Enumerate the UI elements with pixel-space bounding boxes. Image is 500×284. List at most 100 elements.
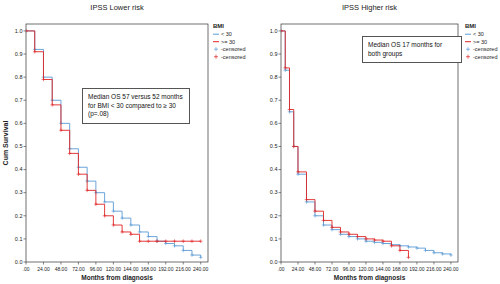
y-tick-label: 0.0 — [270, 259, 278, 265]
x-tick — [314, 262, 315, 265]
censor-mark — [112, 223, 116, 227]
censor-mark — [190, 253, 194, 257]
y-tick-label: 0.9 — [15, 51, 23, 57]
y-tick — [24, 262, 27, 263]
censor-mark — [432, 251, 436, 255]
legend-label: -censored — [473, 54, 497, 60]
x-tick — [60, 262, 61, 265]
x-tick — [348, 262, 349, 265]
annotation-box: Median OS 57 versus 52 months for BMI < … — [82, 88, 190, 124]
x-tick-label: 24.00 — [37, 266, 50, 272]
x-tick — [365, 262, 366, 265]
censor-mark — [424, 249, 428, 253]
censor-mark — [138, 239, 142, 243]
censor-mark — [288, 108, 292, 112]
y-tick-label: 0.4 — [270, 166, 278, 172]
censor-mark — [199, 239, 203, 243]
censor-mark — [26, 29, 28, 33]
legend-label: >= 30 — [221, 39, 235, 45]
x-tick-label: 144.00 — [123, 266, 139, 272]
y-tick — [279, 262, 282, 263]
x-tick — [281, 262, 282, 265]
x-axis-label: Months from diagnosis — [334, 274, 406, 282]
x-tick-label: 168.00 — [141, 266, 157, 272]
legend-label: < 30 — [221, 31, 232, 37]
censor-mark — [68, 152, 72, 156]
x-tick-label: 120.00 — [106, 266, 122, 272]
censor-mark — [85, 189, 89, 193]
y-tick — [279, 123, 282, 124]
y-tick — [24, 100, 27, 101]
censor-mark — [181, 239, 185, 243]
censor-mark — [77, 172, 81, 176]
x-tick — [399, 262, 400, 265]
censor-mark — [313, 214, 317, 218]
x-tick-label: 192.00 — [409, 266, 425, 272]
x-tick-label: 48.00 — [55, 266, 68, 272]
censor-mark — [390, 244, 394, 248]
x-tick — [331, 262, 332, 265]
censor-mark — [292, 145, 296, 149]
censor-mark — [356, 235, 360, 239]
legend-swatch — [213, 34, 219, 35]
y-tick — [24, 77, 27, 78]
y-tick — [24, 169, 27, 170]
y-tick-label: 0.9 — [270, 51, 278, 57]
censor-mark — [330, 226, 334, 230]
y-tick-label: 0.6 — [15, 120, 23, 126]
censor-mark — [190, 239, 194, 243]
y-tick — [279, 169, 282, 170]
x-tick — [200, 262, 201, 265]
censor-mark — [147, 235, 151, 239]
chart-title: IPSS Higher risk — [342, 3, 397, 12]
censor-mark — [129, 223, 133, 227]
y-tick — [279, 146, 282, 147]
censor-mark — [94, 202, 98, 206]
x-tick-label: 96.00 — [343, 266, 356, 272]
y-axis-label: Cum Survival — [2, 121, 9, 166]
survival-curve — [281, 31, 451, 255]
x-tick-label: 240.00 — [443, 266, 459, 272]
x-tick — [450, 262, 451, 265]
y-tick-label: 0.3 — [15, 189, 23, 195]
x-tick — [95, 262, 96, 265]
x-tick-label: 48.00 — [309, 266, 322, 272]
y-tick — [279, 238, 282, 239]
censor-mark — [103, 200, 107, 204]
x-tick — [148, 262, 149, 265]
y-tick-label: 0.5 — [15, 143, 23, 149]
x-tick-label: 24.00 — [292, 266, 305, 272]
x-tick — [382, 262, 383, 265]
plot-frame — [26, 24, 208, 262]
x-tick-label: .00 — [23, 266, 30, 272]
censor-mark — [129, 232, 133, 236]
censor-mark — [322, 223, 326, 227]
x-tick — [113, 262, 114, 265]
censor-mark — [449, 253, 453, 257]
x-tick — [297, 262, 298, 265]
censor-mark — [181, 249, 185, 253]
x-tick-label: 240.00 — [193, 266, 209, 272]
y-tick-label: 0.2 — [15, 213, 23, 219]
x-tick — [130, 262, 131, 265]
legend-swatch — [465, 34, 471, 35]
legend-title: BMI — [213, 23, 224, 29]
x-axis-label: Months from diagnosis — [81, 274, 153, 282]
censor-mark — [364, 237, 368, 241]
chart-title: IPSS Lower risk — [90, 3, 144, 12]
x-tick-label: 120.00 — [358, 266, 374, 272]
y-tick — [24, 215, 27, 216]
censor-mark — [407, 256, 411, 260]
censor-mark — [173, 239, 177, 243]
y-tick — [279, 100, 282, 101]
legend-swatch — [214, 55, 218, 59]
y-tick — [279, 77, 282, 78]
censor-mark — [305, 198, 309, 202]
x-tick — [165, 262, 166, 265]
censor-mark — [313, 209, 317, 213]
y-tick — [279, 215, 282, 216]
legend-label: < 30 — [473, 31, 484, 37]
y-tick-label: 1.0 — [15, 28, 23, 34]
y-tick-label: 0.4 — [15, 166, 23, 172]
x-tick-label: 144.00 — [375, 266, 391, 272]
